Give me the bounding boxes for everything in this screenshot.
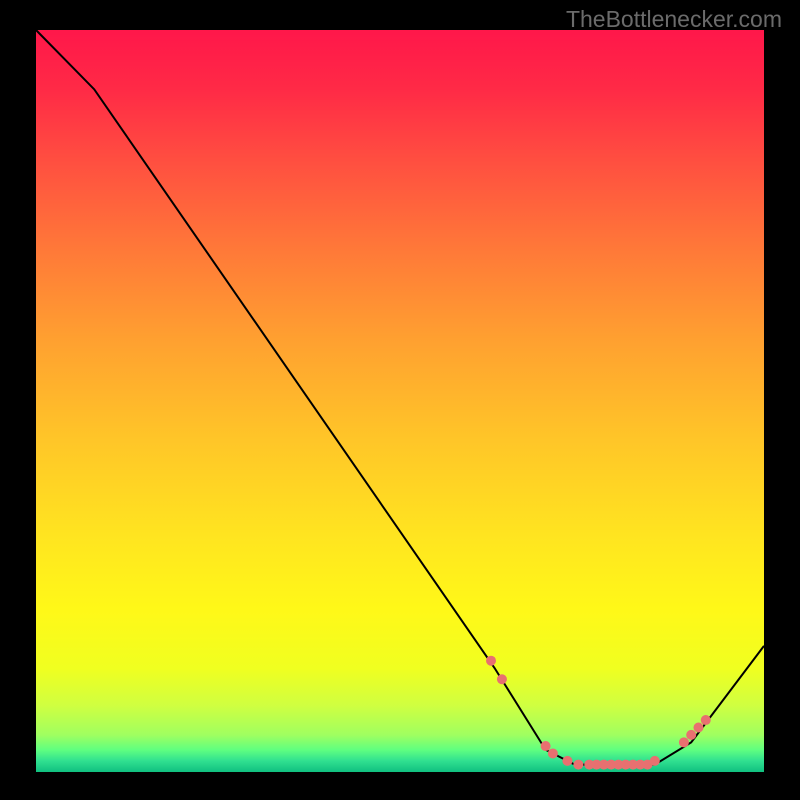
plot-bg	[36, 30, 764, 772]
watermark-text: TheBottlenecker.com	[566, 6, 782, 33]
marker-point	[701, 715, 711, 725]
marker-point	[548, 748, 558, 758]
marker-point	[693, 722, 703, 732]
marker-point	[497, 674, 507, 684]
marker-point	[686, 730, 696, 740]
marker-point	[679, 737, 689, 747]
chart-container	[0, 0, 800, 800]
marker-point	[573, 760, 583, 770]
marker-point	[486, 656, 496, 666]
chart-svg	[0, 0, 800, 800]
marker-point	[650, 756, 660, 766]
marker-point	[541, 741, 551, 751]
marker-point	[562, 756, 572, 766]
